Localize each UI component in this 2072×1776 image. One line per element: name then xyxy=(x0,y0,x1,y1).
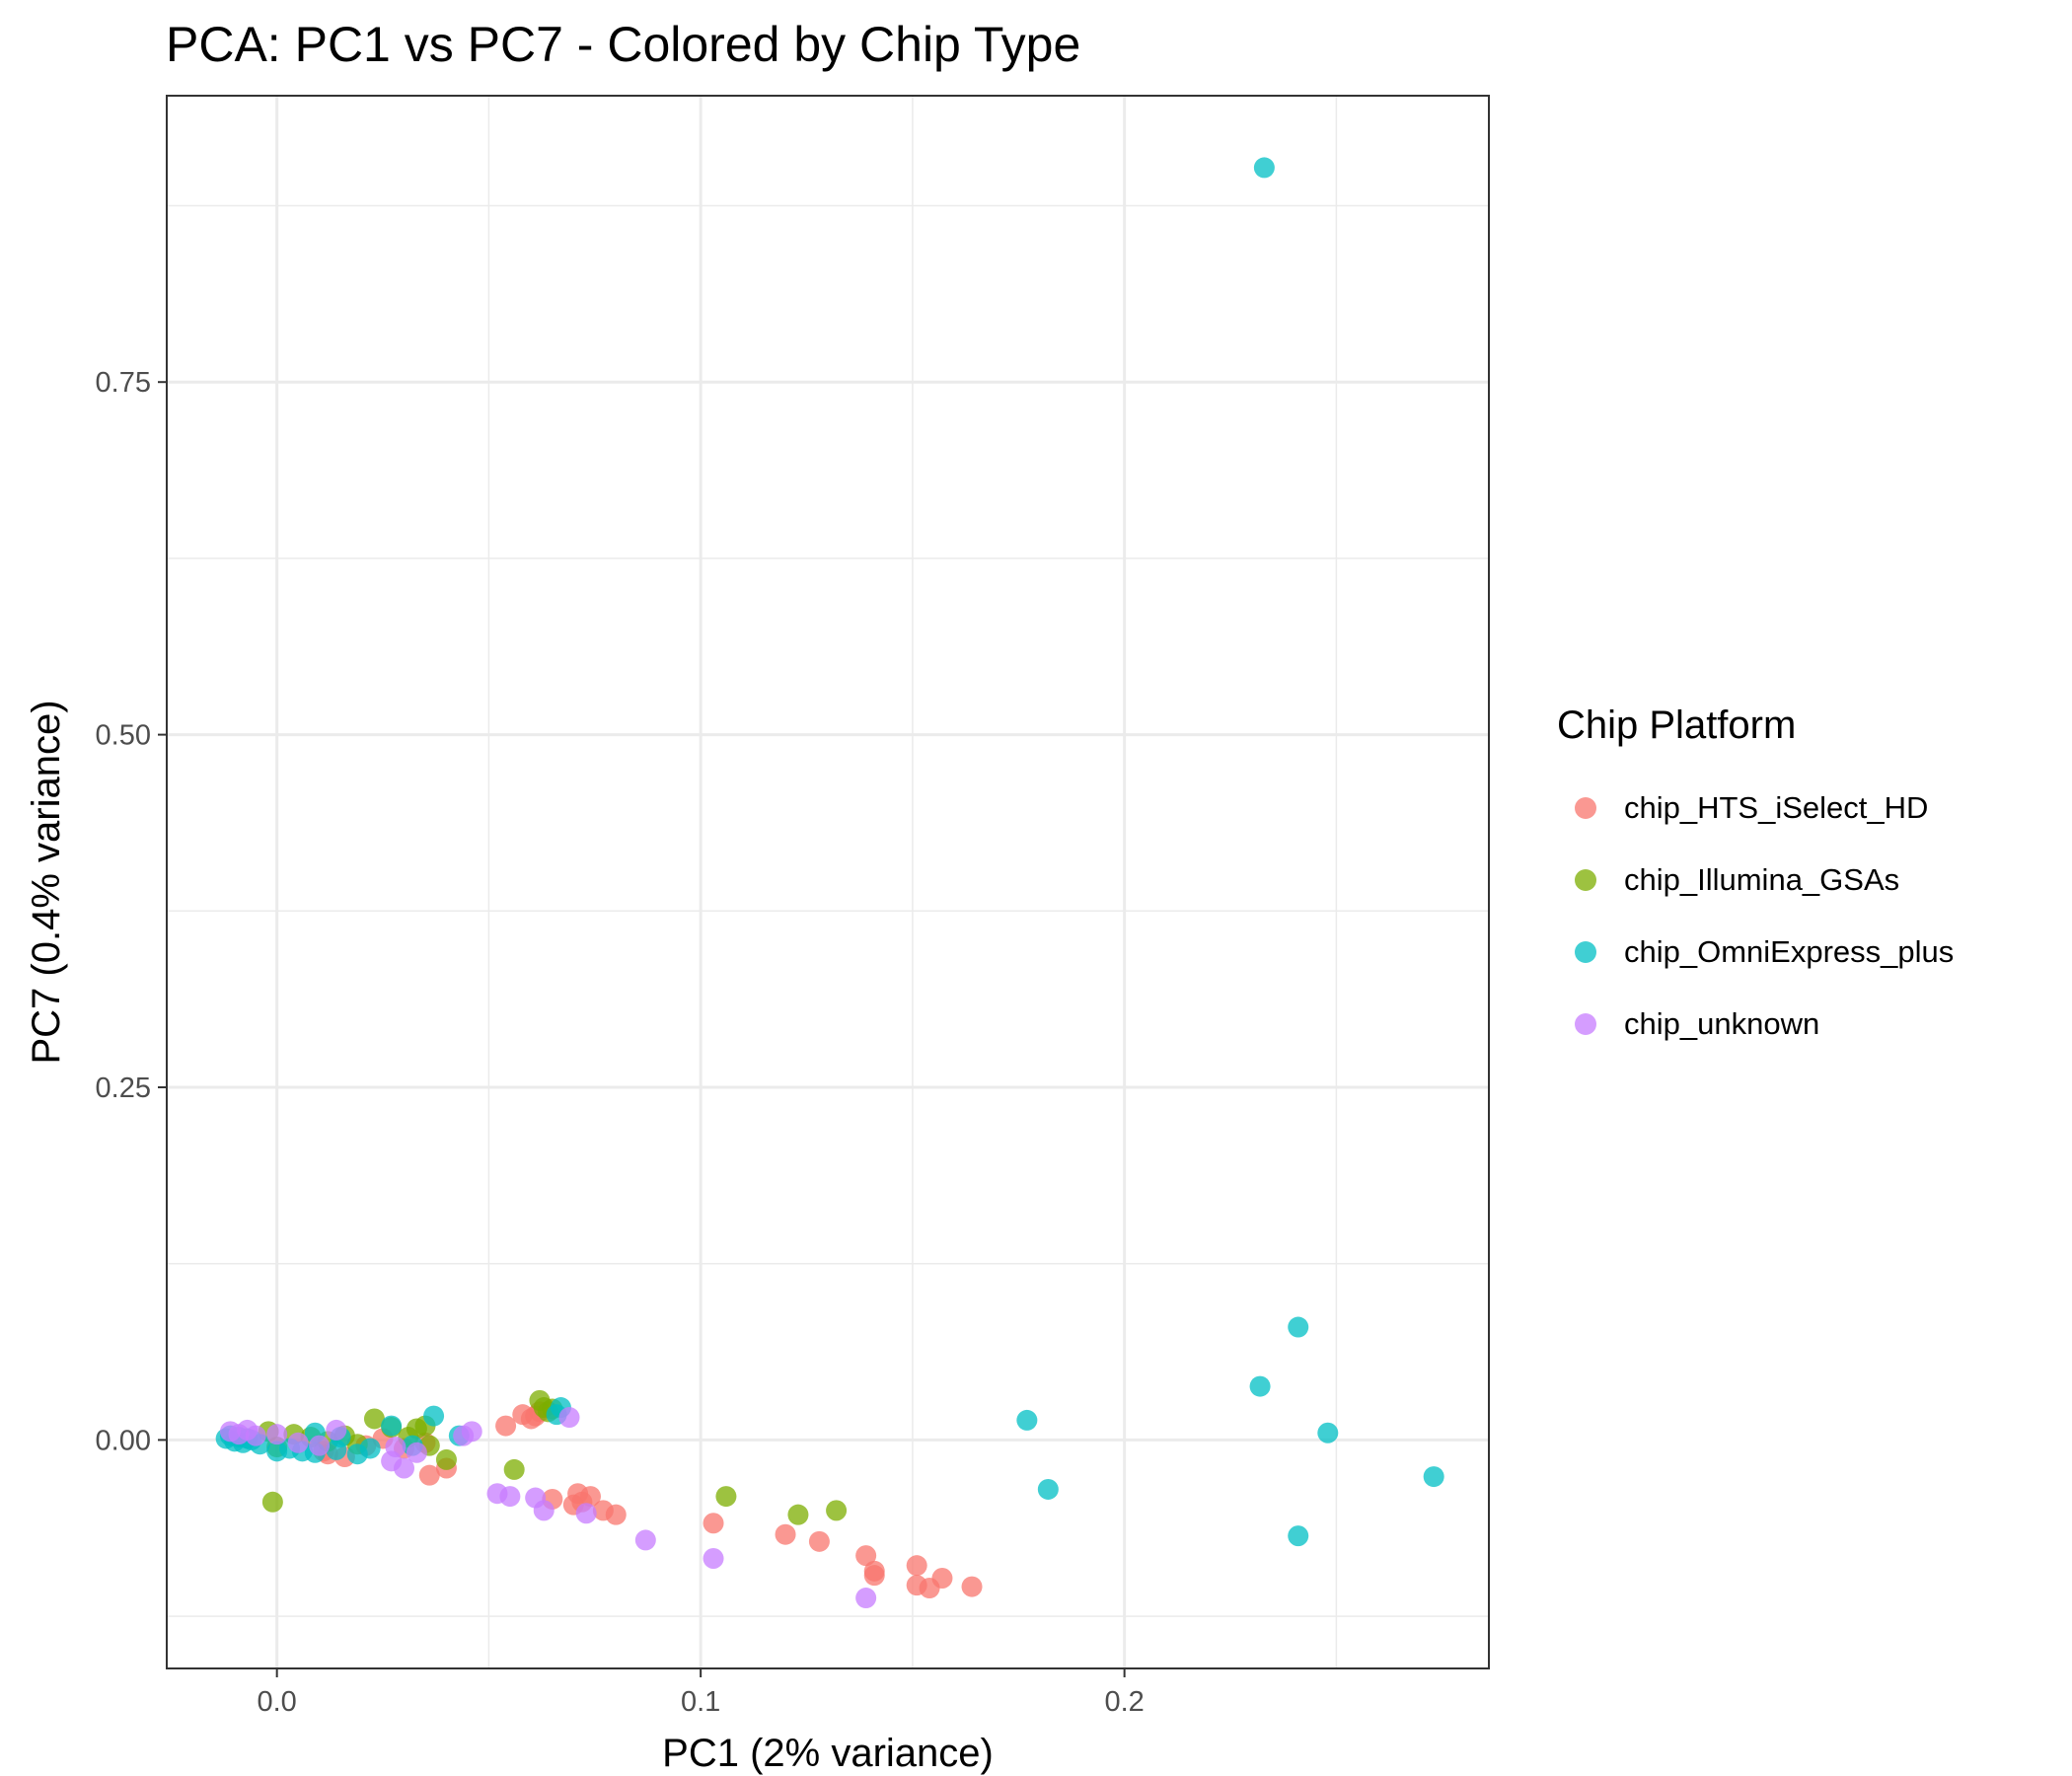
y-axis-title: PC7 (0.4% variance) xyxy=(25,700,68,1064)
data-point xyxy=(266,1424,288,1445)
data-points xyxy=(215,157,1444,1609)
data-point xyxy=(855,1545,877,1567)
data-point xyxy=(461,1421,482,1443)
legend-label-gsas: chip_Illumina_GSAs xyxy=(1624,861,1900,897)
data-point xyxy=(1037,1478,1059,1500)
legend-title: Chip Platform xyxy=(1557,703,1797,747)
plot-border xyxy=(166,95,1490,1669)
legend-item-hts: chip_HTS_iSelect_HD xyxy=(1557,772,1954,844)
data-point xyxy=(495,1415,517,1437)
data-point xyxy=(245,1425,266,1446)
data-point xyxy=(1016,1409,1038,1431)
x-axis-title: PC1 (2% variance) xyxy=(662,1732,994,1775)
plot-panel xyxy=(167,96,1489,1668)
data-point xyxy=(363,1408,385,1430)
data-point xyxy=(381,1450,403,1472)
data-point xyxy=(406,1442,427,1463)
data-point xyxy=(605,1504,627,1525)
data-point xyxy=(1253,157,1275,179)
data-point xyxy=(579,1486,601,1508)
y-tick-label: 0.75 xyxy=(96,367,151,399)
data-point xyxy=(326,1419,347,1441)
x-tick-label: 0.2 xyxy=(1104,1686,1144,1718)
data-point xyxy=(931,1568,953,1590)
data-point xyxy=(287,1432,309,1453)
data-point xyxy=(1317,1422,1339,1443)
data-point xyxy=(715,1486,737,1508)
data-point xyxy=(1288,1316,1309,1338)
grid-lines xyxy=(167,96,1489,1668)
legend-label-hts: chip_HTS_iSelect_HD xyxy=(1624,789,1929,825)
data-point xyxy=(703,1513,724,1534)
data-point xyxy=(575,1503,597,1524)
data-point xyxy=(503,1458,525,1480)
data-point xyxy=(961,1576,983,1597)
legend-label-omniexpress: chip_OmniExpress_plus xyxy=(1624,933,1955,969)
data-point xyxy=(499,1486,521,1508)
x-tick-label: 0.0 xyxy=(258,1686,297,1718)
data-point xyxy=(826,1500,848,1521)
legend-item-gsas: chip_Illumina_GSAs xyxy=(1557,844,1954,916)
axes: 0.0 0.1 0.2 0.00 0.25 0.50 0.75 xyxy=(96,367,1145,1718)
legend-label-unknown: chip_unknown xyxy=(1624,1005,1820,1041)
data-point xyxy=(381,1415,403,1437)
data-point xyxy=(855,1588,877,1609)
data-point xyxy=(418,1464,440,1486)
legend-item-omniexpress: chip_OmniExpress_plus xyxy=(1557,916,1954,988)
legend: Chip Platform chip_HTS_iSelect_HD chip_I… xyxy=(1557,701,1954,1060)
legend-key-unknown xyxy=(1557,988,1614,1060)
data-point xyxy=(906,1555,927,1577)
x-tick-label: 0.1 xyxy=(681,1686,720,1718)
data-point xyxy=(558,1407,580,1429)
data-point xyxy=(261,1491,283,1513)
data-point xyxy=(808,1530,830,1552)
y-tick-label: 0.25 xyxy=(96,1073,151,1104)
data-point xyxy=(359,1438,381,1459)
data-point xyxy=(1288,1525,1309,1547)
y-tick-label: 0.50 xyxy=(96,720,151,752)
legend-key-gsas xyxy=(1557,844,1614,916)
data-point xyxy=(1249,1375,1271,1397)
data-point xyxy=(309,1435,331,1456)
data-point xyxy=(863,1565,885,1587)
data-point xyxy=(1423,1466,1444,1488)
data-point xyxy=(775,1523,796,1545)
chart-title: PCA: PC1 vs PC7 - Colored by Chip Type xyxy=(166,17,1081,72)
data-point xyxy=(787,1504,809,1525)
legend-item-unknown: chip_unknown xyxy=(1557,988,1954,1060)
series-chip_unknown xyxy=(219,1407,877,1609)
data-point xyxy=(634,1529,656,1551)
data-point xyxy=(435,1448,457,1470)
data-point xyxy=(533,1500,555,1521)
legend-key-omniexpress xyxy=(1557,916,1614,988)
data-point xyxy=(703,1547,724,1569)
y-tick-label: 0.00 xyxy=(96,1425,151,1456)
data-point xyxy=(423,1405,445,1427)
legend-key-hts xyxy=(1557,772,1614,844)
